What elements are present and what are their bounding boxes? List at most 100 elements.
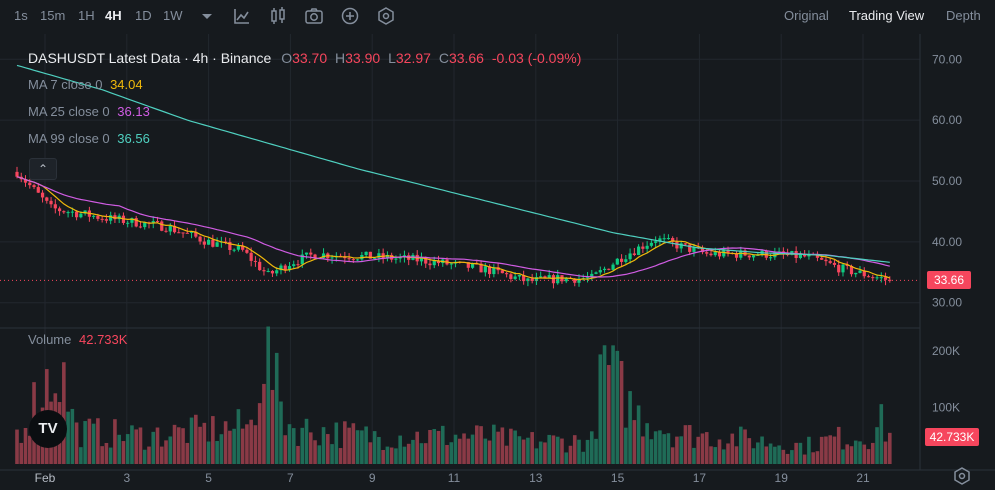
- change-value: -0.03 (-0.09%): [491, 50, 582, 66]
- ma99-line: [16, 64, 890, 263]
- candle-body: [49, 200, 53, 205]
- volume-bar: [189, 417, 194, 464]
- candle-body: [734, 253, 739, 258]
- volume-bar: [670, 447, 675, 464]
- volume-bar: [66, 411, 70, 464]
- interval-1w[interactable]: 1W: [163, 8, 183, 23]
- volume-bar: [594, 438, 598, 464]
- volume-bar: [679, 436, 683, 464]
- volume-bar: [773, 446, 777, 464]
- settings-hex-icon[interactable]: [376, 6, 396, 26]
- volume-bar: [440, 425, 445, 464]
- candle-body: [143, 222, 147, 228]
- candle-type-icon[interactable]: [268, 6, 288, 26]
- candle-body: [300, 254, 304, 265]
- volume-bar: [487, 440, 492, 464]
- volume-bar: [270, 389, 275, 464]
- candle-body: [194, 231, 198, 237]
- interval-1d[interactable]: 1D: [135, 8, 152, 23]
- time-tick-label: 3: [123, 471, 130, 485]
- volume-bar: [228, 430, 232, 464]
- candle-body: [113, 215, 117, 220]
- candle-body: [551, 275, 556, 284]
- view-depth[interactable]: Depth: [946, 8, 981, 23]
- candle-body: [100, 218, 104, 220]
- ma25-legend[interactable]: MA 25 close 0 36.13: [28, 104, 150, 119]
- volume-bar: [304, 418, 309, 464]
- volume-bar: [483, 438, 488, 464]
- candle-body: [709, 253, 713, 256]
- volume-bar: [853, 440, 858, 464]
- candle-body: [688, 244, 692, 252]
- candle-body: [436, 260, 441, 264]
- volume-bar: [704, 432, 709, 464]
- price-tick-label: 70.00: [932, 52, 962, 66]
- candle-body: [138, 226, 143, 228]
- volume-bar: [274, 352, 279, 464]
- indicators-icon[interactable]: [232, 6, 252, 26]
- candle-body: [530, 278, 534, 282]
- price-chart[interactable]: 30.00 40.00 50.00 60.00 70.00 100K 200K Feb 3 5 7 9…: [0, 34, 995, 490]
- view-original[interactable]: Original: [784, 8, 829, 23]
- candle-body: [483, 266, 487, 273]
- volume-bar: [611, 345, 615, 464]
- interval-4h[interactable]: 4H: [105, 8, 122, 23]
- view-trading-view[interactable]: Trading View: [849, 8, 925, 23]
- candle-body: [151, 221, 155, 224]
- volume-bar: [632, 420, 637, 464]
- interval-1h[interactable]: 1H: [78, 8, 95, 23]
- candle-body: [832, 262, 837, 265]
- screenshot-icon[interactable]: [304, 6, 324, 26]
- volume-bar: [96, 418, 100, 464]
- candle-body: [104, 219, 109, 221]
- candle-body: [602, 268, 607, 271]
- volume-bar: [551, 435, 556, 464]
- volume-bar: [726, 443, 730, 464]
- add-icon[interactable]: [340, 6, 360, 26]
- candle-body: [637, 246, 641, 255]
- volume-bar: [419, 443, 424, 464]
- volume-bar: [568, 445, 573, 464]
- volume-bar: [802, 454, 807, 464]
- candle-body: [692, 247, 696, 252]
- volume-bar: [641, 436, 645, 464]
- candle-body: [53, 204, 57, 209]
- volume-bar: [445, 444, 449, 464]
- candle-body: [607, 268, 611, 270]
- candle-body: [313, 254, 317, 259]
- volume-bar: [721, 449, 726, 464]
- volume-bar: [602, 345, 607, 464]
- chart-settings-icon[interactable]: [952, 466, 972, 486]
- volume-bar: [700, 433, 705, 464]
- candle-body: [828, 261, 832, 263]
- interval-15m[interactable]: 15m: [40, 8, 66, 23]
- ma99-legend[interactable]: MA 99 close 0 36.56: [28, 131, 150, 146]
- candle-body: [522, 275, 526, 282]
- interval-dropdown-icon[interactable]: [197, 6, 217, 26]
- close-value: 33.66: [448, 50, 484, 66]
- volume-bar: [841, 449, 845, 464]
- volume-bar: [879, 404, 884, 464]
- interval-1s[interactable]: 1s: [14, 8, 28, 23]
- candle-body: [424, 257, 428, 264]
- candle-body: [15, 171, 19, 177]
- candle-body: [206, 239, 211, 245]
- volume-bar: [572, 435, 577, 464]
- volume-bar: [232, 428, 236, 464]
- volume-bar: [287, 424, 292, 464]
- ma7-legend[interactable]: MA 7 close 0 34.04: [28, 77, 143, 92]
- collapse-legend-button[interactable]: ⌃: [29, 158, 57, 180]
- candle-body: [164, 230, 168, 232]
- volume-bar: [389, 447, 394, 464]
- candle-body: [534, 277, 539, 282]
- volume-bar: [62, 362, 66, 464]
- candle-body: [347, 258, 351, 260]
- candle-body: [854, 272, 858, 275]
- volume-bar: [108, 447, 113, 464]
- volume-legend: Volume 42.733K: [28, 332, 127, 347]
- candle-body: [492, 267, 496, 275]
- ma7-line: [16, 176, 891, 281]
- candle-body: [564, 277, 568, 282]
- tradingview-logo[interactable]: TV: [29, 410, 67, 448]
- volume-tick-label: 100K: [932, 400, 960, 414]
